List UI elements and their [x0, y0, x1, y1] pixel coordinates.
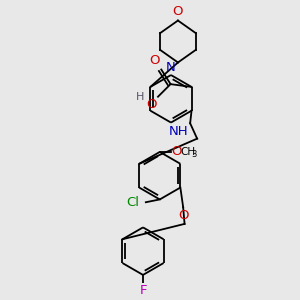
- Text: NH: NH: [169, 125, 189, 138]
- Text: Cl: Cl: [126, 196, 139, 209]
- Text: O: O: [149, 54, 159, 68]
- Text: O: O: [146, 98, 157, 110]
- Text: F: F: [139, 284, 147, 297]
- Text: CH: CH: [180, 147, 195, 157]
- Text: O: O: [173, 5, 183, 18]
- Text: O: O: [172, 146, 182, 158]
- Text: O: O: [178, 208, 188, 221]
- Text: H: H: [136, 92, 145, 102]
- Text: 3: 3: [191, 150, 196, 159]
- Text: N: N: [165, 61, 175, 74]
